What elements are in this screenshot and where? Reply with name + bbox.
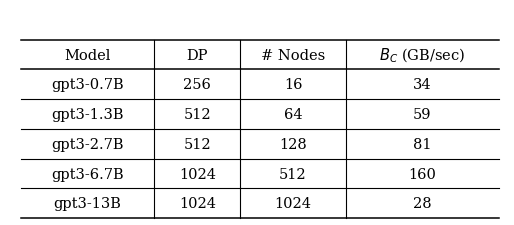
Text: 512: 512 (183, 108, 211, 122)
Text: 512: 512 (279, 167, 307, 181)
Text: 34: 34 (413, 78, 431, 92)
Text: 59: 59 (413, 108, 431, 122)
Text: 256: 256 (183, 78, 211, 92)
Text: 1024: 1024 (274, 196, 311, 210)
Text: 81: 81 (413, 137, 431, 151)
Text: 16: 16 (284, 78, 302, 92)
Text: 160: 160 (408, 167, 436, 181)
Text: 1024: 1024 (179, 167, 216, 181)
Text: gpt3-1.3B: gpt3-1.3B (51, 108, 124, 122)
Text: gpt3-13B: gpt3-13B (53, 196, 121, 210)
Text: 512: 512 (183, 137, 211, 151)
Text: DP: DP (187, 48, 208, 62)
Text: # Nodes: # Nodes (261, 48, 325, 62)
Text: 28: 28 (413, 196, 431, 210)
Text: gpt3-2.7B: gpt3-2.7B (51, 137, 124, 151)
Text: 128: 128 (279, 137, 307, 151)
Text: gpt3-6.7B: gpt3-6.7B (51, 167, 124, 181)
Text: gpt3-0.7B: gpt3-0.7B (51, 78, 124, 92)
Text: $B_C$ (GB/sec): $B_C$ (GB/sec) (379, 46, 465, 65)
Text: 1024: 1024 (179, 196, 216, 210)
Text: Model: Model (64, 48, 111, 62)
Text: 64: 64 (284, 108, 302, 122)
